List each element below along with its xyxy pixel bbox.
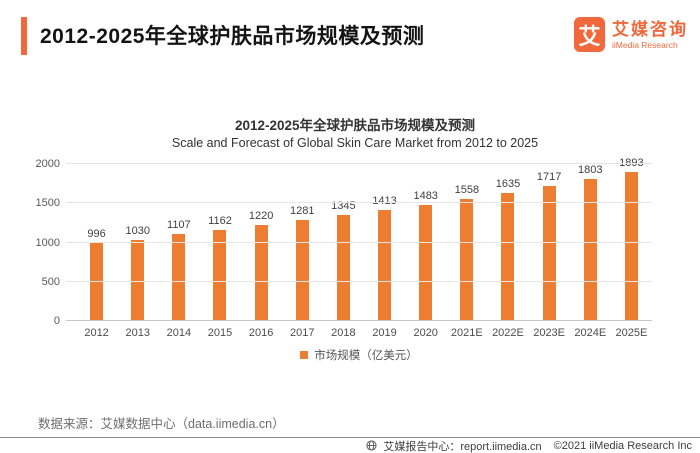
- gridline-2000: [66, 163, 652, 164]
- bar-value-label: 1030: [125, 225, 150, 238]
- bar-group-2012: 996: [76, 228, 117, 321]
- bar: [501, 192, 515, 321]
- bar-group-2022E: 1635: [487, 178, 528, 321]
- bar: [254, 225, 268, 321]
- bar: [460, 198, 474, 321]
- plot-area: 996 1030 1107 1162 1220 1281 1345 1413 1483 1558 1…: [36, 157, 652, 327]
- bar: [378, 210, 392, 321]
- bar-group-2015: 1162: [199, 215, 240, 321]
- x-tick-label: 2022E: [492, 327, 524, 339]
- bar-group-2023E: 1717: [529, 171, 570, 321]
- x-tick-label: 2016: [248, 327, 274, 339]
- bar-group-2018: 1345: [323, 200, 364, 321]
- legend: 市场规模（亿美元）: [66, 347, 652, 363]
- bar-group-2019: 1413: [364, 195, 405, 321]
- bar-value-label: 1107: [167, 219, 191, 232]
- bar-value-label: 1281: [290, 205, 315, 218]
- bar-value-label: 1483: [413, 189, 438, 202]
- bar-value-label: 1220: [248, 210, 274, 223]
- x-tick-label: 2015: [207, 327, 233, 339]
- data-source-note: 数据来源：艾媒数据中心（data.iimedia.cn）: [38, 417, 285, 431]
- bar-value-label: 996: [87, 227, 106, 240]
- bar-group-2021E: 1558: [446, 184, 487, 321]
- logo-text: 艾媒咨询 iiMedia Research: [612, 20, 688, 50]
- x-tick-label: 2023E: [533, 327, 566, 339]
- logo-mark-glyph: 艾: [578, 23, 601, 49]
- x-tick-label: 2012: [84, 327, 109, 339]
- x-tick-label: 2025E: [615, 327, 648, 339]
- iimedia-logo: 艾 艾媒咨询 iiMedia Research: [574, 17, 688, 52]
- y-tick-label: 2000: [35, 158, 60, 170]
- gridline-1500: [66, 202, 652, 204]
- bar: [583, 179, 597, 321]
- chart-subtitle: Scale and Forecast of Global Skin Care M…: [171, 136, 539, 150]
- bar-group-2024E: 1803: [570, 164, 611, 321]
- y-tick-label: 1000: [35, 236, 60, 249]
- bar: [624, 172, 638, 321]
- gridline-500: [66, 280, 652, 282]
- bar: [213, 229, 227, 321]
- bottom-bar: 艾媒报告中心：report.iimedia.cn ©2021 iiMedia R…: [0, 437, 700, 453]
- bar: [172, 234, 186, 321]
- bar-value-label: 1558: [454, 183, 480, 196]
- x-axis-labels: 2012 2013 2014 2015 2016 2017 2018 2019 2020 2021…: [76, 327, 652, 339]
- iimedia-logo-icon: 艾: [574, 17, 605, 52]
- y-tick-label: 0: [53, 315, 60, 327]
- legend-swatch-icon: [300, 351, 309, 359]
- bar: [542, 186, 556, 321]
- y-tick-label: 500: [41, 275, 60, 288]
- bar: [419, 204, 433, 321]
- page-title: 2012-2025年全球护肤品市场规模及预测: [40, 25, 425, 48]
- x-tick-label: 2018: [331, 327, 356, 339]
- bar-value-label: 1803: [578, 164, 603, 177]
- chart-title: 2012-2025年全球护肤品市场规模及预测: [234, 118, 476, 133]
- bar-group-2017: 1281: [282, 205, 323, 321]
- bar: [295, 220, 309, 321]
- bar-group-2013: 1030: [117, 225, 158, 321]
- bar: [336, 215, 350, 321]
- chart-header: 2012-2025年全球护肤品市场规模及预测 Scale and Forecas…: [30, 117, 680, 152]
- x-tick-label: 2019: [372, 327, 397, 339]
- bar: [131, 240, 145, 321]
- logo-name-en: iiMedia Research: [612, 39, 678, 50]
- logo-name-cn: 艾媒咨询: [612, 19, 688, 39]
- bar: [90, 242, 104, 321]
- title-accent-bar: [21, 17, 27, 55]
- x-tick-label: 2024E: [574, 327, 607, 339]
- bar-value-label: 1717: [536, 171, 562, 184]
- bar-group-2020: 1483: [405, 190, 446, 321]
- bar-series: 996 1030 1107 1162 1220 1281 1345 1413 1483 1558 1…: [76, 144, 652, 321]
- bar-value-label: 1162: [208, 214, 232, 227]
- gridline-1000: [66, 241, 652, 243]
- copyright-text: ©2021 iiMedia Research Inc: [553, 439, 692, 452]
- bar-group-2025E: 1893: [611, 157, 652, 321]
- bar-group-2014: 1107: [158, 219, 199, 321]
- legend-label: 市场规模（亿美元）: [314, 350, 418, 362]
- y-tick-label: 1500: [35, 197, 60, 210]
- x-tick-label: 2020: [413, 327, 438, 339]
- x-tick-label: 2014: [166, 327, 192, 339]
- x-tick-label: 2021E: [450, 327, 483, 339]
- x-tick-label: 2013: [125, 327, 150, 339]
- bar-value-label: 1635: [495, 177, 521, 190]
- gridline-0: [66, 320, 652, 321]
- bar-group-2016: 1220: [241, 210, 282, 321]
- bar-value-label: 1345: [331, 200, 356, 213]
- globe-icon: [366, 440, 377, 451]
- report-center-link[interactable]: 艾媒报告中心：report.iimedia.cn: [383, 440, 542, 453]
- x-tick-label: 2017: [290, 327, 315, 339]
- bar-value-label: 1413: [372, 195, 397, 208]
